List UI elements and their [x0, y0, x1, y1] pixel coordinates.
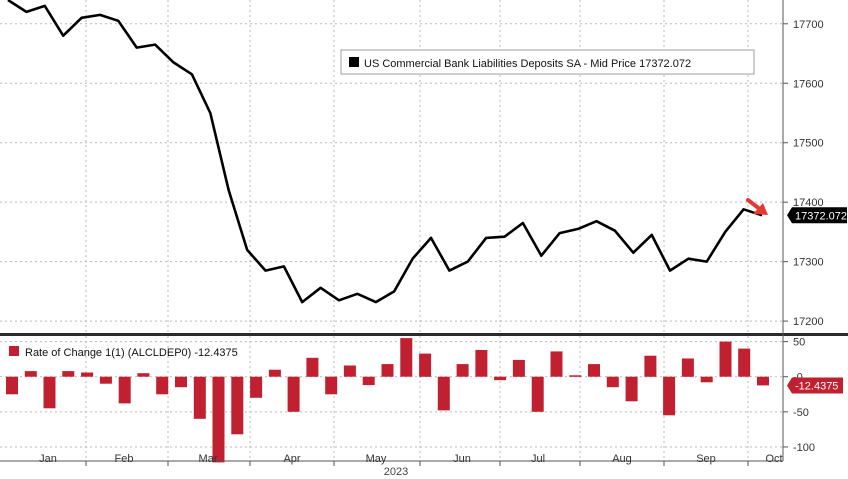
roc-bar — [606, 376, 619, 388]
pane-separator — [0, 333, 848, 336]
y-axis-top: 17700 17600 17500 17400 17300 17200 — [783, 19, 824, 328]
roc-bar — [437, 376, 450, 411]
roc-bar — [250, 376, 263, 398]
roc-bar — [419, 353, 432, 377]
x-tick-label: Oct — [765, 453, 782, 465]
y-tick-label: -50 — [793, 407, 809, 419]
x-tick-label: Sep — [696, 453, 716, 465]
roc-bar — [268, 369, 281, 377]
y-tick-label: 17400 — [793, 197, 824, 209]
roc-bar — [400, 338, 413, 377]
roc-bar — [625, 376, 638, 402]
roc-bar — [156, 376, 169, 395]
roc-bar — [550, 351, 563, 377]
roc-bar — [231, 376, 244, 435]
x-tick-label: Jul — [531, 453, 545, 465]
roc-bar — [362, 376, 375, 386]
line-legend-swatch — [349, 57, 359, 67]
roc-bar — [681, 358, 694, 377]
roc-bar — [99, 376, 112, 384]
y-tick-label: 17200 — [793, 316, 824, 328]
roc-bar — [512, 359, 525, 377]
roc-bar — [137, 373, 150, 377]
roc-bar — [381, 364, 394, 377]
line-last-value: 17372.072 — [795, 210, 847, 222]
bar-value-tag: -12.4375 — [787, 377, 843, 394]
down-arrow-icon — [746, 198, 768, 215]
roc-bar — [343, 365, 356, 377]
line-legend: US Commercial Bank Liabilities Deposits … — [340, 49, 755, 75]
roc-bar — [118, 376, 131, 404]
roc-bar — [212, 376, 225, 463]
y-tick-label: 17300 — [793, 257, 824, 269]
y-tick-label: 17500 — [793, 138, 824, 150]
roc-bar — [700, 376, 713, 383]
y-tick-label: -100 — [793, 442, 815, 454]
roc-bar — [663, 376, 676, 416]
roc-bar — [306, 357, 319, 377]
y-axis-bottom: 50-0-50-100 — [783, 337, 815, 454]
roc-bar — [325, 376, 338, 395]
x-tick-label: Apr — [283, 453, 300, 465]
x-tick-label: May — [366, 453, 387, 465]
roc-bar — [719, 341, 732, 377]
bar-legend-swatch — [9, 346, 19, 356]
bar-last-value: -12.4375 — [795, 380, 838, 392]
y-tick-label: 17600 — [793, 78, 824, 90]
deposits-line — [7, 0, 763, 304]
roc-bar — [569, 375, 582, 377]
roc-bar — [62, 371, 75, 377]
roc-bar — [531, 376, 544, 412]
roc-bar — [81, 372, 94, 377]
rate-of-change-bars — [6, 338, 769, 463]
x-tick-label: Jan — [39, 453, 57, 465]
line-value-tag: 17372.072 — [787, 207, 847, 224]
bar-legend: Rate of Change 1(1) (ALCLDEP0) -12.4375 — [9, 346, 238, 359]
x-axis-year: 2023 — [384, 466, 408, 478]
y-tick-label: 17700 — [793, 19, 824, 31]
roc-bar — [588, 364, 600, 377]
x-axis: Jan Feb Mar Apr May Jun Jul Aug Sep Oct — [0, 453, 783, 466]
roc-bar — [738, 348, 751, 377]
roc-bar — [475, 350, 488, 377]
x-tick-label: Mar — [199, 453, 218, 465]
x-tick-label: Jun — [453, 453, 471, 465]
roc-bar — [43, 376, 56, 409]
line-legend-label: US Commercial Bank Liabilities Deposits … — [364, 58, 691, 70]
roc-bar — [6, 376, 18, 395]
roc-bar — [644, 355, 657, 377]
roc-bar — [193, 376, 206, 419]
roc-bar — [456, 364, 469, 377]
roc-bar — [287, 376, 300, 412]
roc-bar — [175, 376, 187, 388]
x-tick-label: Feb — [115, 453, 134, 465]
x-tick-label: Aug — [612, 453, 632, 465]
roc-bar — [24, 371, 37, 377]
roc-bar — [494, 376, 507, 381]
bar-legend-label: Rate of Change 1(1) (ALCLDEP0) -12.4375 — [25, 347, 238, 359]
y-tick-label: 50 — [793, 337, 805, 349]
roc-bar — [757, 376, 769, 386]
